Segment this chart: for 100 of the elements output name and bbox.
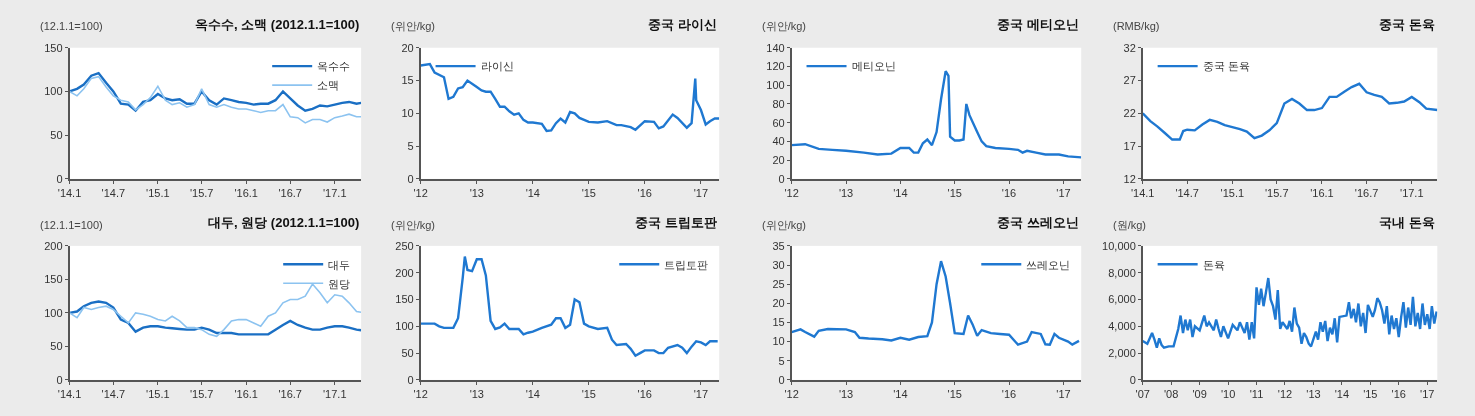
- x-tick-label: '15: [947, 186, 962, 199]
- line-series: [791, 260, 1081, 346]
- y-tick-label: 120: [766, 60, 785, 73]
- y-tick-label: 40: [772, 135, 785, 148]
- y-tick-label: 100: [44, 85, 63, 98]
- y-tick-label: 50: [50, 129, 63, 142]
- y-axis-title: (12.1.1=100): [40, 20, 103, 32]
- y-tick-label: 8,000: [1108, 266, 1136, 279]
- chart-title: 중국 라이신: [648, 17, 717, 32]
- x-tick-label: '14.1: [57, 186, 82, 199]
- x-tick-label: '15: [1363, 387, 1378, 400]
- y-tick-label: 10,000: [1102, 239, 1136, 252]
- x-tick-label: '12: [413, 186, 428, 199]
- x-tick-label: '16: [637, 186, 652, 199]
- chart-title: 중국 트립토판: [635, 215, 717, 230]
- legend-label: 원당: [328, 277, 351, 290]
- x-tick-label: '16: [637, 387, 652, 400]
- chart-title: 중국 돈육: [1379, 17, 1435, 32]
- y-tick-label: 100: [44, 306, 63, 319]
- x-tick-label: '15.1: [1220, 186, 1245, 199]
- x-tick-label: '14.7: [101, 186, 126, 199]
- y-tick-label: 200: [395, 266, 414, 279]
- x-tick-label: '17: [1420, 387, 1435, 400]
- legend-label: 옥수수: [317, 60, 351, 73]
- x-tick-label: '13: [838, 387, 854, 400]
- y-tick-label: 20: [772, 153, 785, 166]
- y-tick-label: 80: [772, 97, 785, 110]
- x-tick-label: '14: [1334, 387, 1350, 400]
- y-tick-label: 0: [1129, 373, 1136, 386]
- x-tick-label: '15.1: [146, 186, 170, 199]
- y-tick-label: 27: [1123, 74, 1136, 87]
- y-tick-label: 10: [401, 107, 414, 120]
- x-tick-label: '16.1: [234, 186, 258, 199]
- y-tick-label: 0: [56, 172, 63, 185]
- line-series: [420, 255, 719, 357]
- y-axis-title: (12.1.1=100): [40, 219, 103, 231]
- x-tick-label: '12: [413, 387, 428, 400]
- x-tick-label: '17.1: [1400, 186, 1424, 199]
- y-tick-label: 60: [772, 116, 785, 129]
- y-tick-label: 50: [50, 340, 63, 353]
- line-series: [69, 71, 362, 112]
- x-tick-label: '11: [1249, 387, 1264, 400]
- x-tick-label: '16: [1001, 387, 1017, 400]
- y-tick-label: 0: [778, 373, 785, 386]
- x-tick-label: '14.1: [1130, 186, 1155, 199]
- x-tick-label: '12: [784, 387, 799, 400]
- y-axis-title: (원/kg): [1113, 219, 1146, 231]
- x-tick-label: '15: [581, 186, 596, 199]
- x-tick-label: '13: [838, 186, 854, 199]
- y-tick-label: 4,000: [1108, 320, 1136, 333]
- y-axis-title: (위안/kg): [391, 20, 435, 32]
- x-tick-label: '14: [893, 186, 908, 199]
- y-tick-label: 0: [778, 172, 785, 185]
- y-tick-label: 32: [1123, 41, 1136, 54]
- x-tick-label: '17.1: [323, 387, 347, 400]
- y-tick-label: 20: [401, 41, 414, 54]
- line-series: [69, 300, 362, 336]
- y-axis-title: (위안/kg): [762, 20, 806, 32]
- chart-title: 대두, 원당 (2012.1.1=100): [208, 215, 360, 230]
- x-tick-label: '16.7: [1354, 186, 1379, 199]
- legend-label: 대두: [328, 258, 351, 271]
- y-tick-label: 15: [772, 316, 785, 329]
- line-series: [420, 62, 720, 133]
- x-tick-label: '10: [1220, 387, 1236, 400]
- chart-title: 국내 돈육: [1379, 215, 1435, 230]
- y-tick-label: 30: [772, 258, 785, 271]
- legend-label: 중국 돈육: [1202, 60, 1250, 73]
- x-tick-label: '16.7: [278, 186, 302, 199]
- line-series: [1142, 82, 1438, 141]
- y-tick-label: 250: [395, 239, 414, 252]
- x-tick-label: '15.7: [189, 186, 214, 199]
- y-tick-label: 0: [407, 373, 414, 386]
- x-tick-label: '16.1: [1310, 186, 1334, 199]
- x-tick-label: '17: [1056, 387, 1071, 400]
- x-tick-label: '09: [1192, 387, 1207, 400]
- legend-label: 라이신: [480, 60, 514, 73]
- y-axis-title: (위안/kg): [391, 219, 435, 231]
- y-tick-label: 140: [766, 41, 785, 54]
- y-tick-label: 200: [44, 239, 63, 252]
- x-tick-label: '16: [1391, 387, 1406, 400]
- line-series: [1142, 276, 1438, 349]
- legend-label: 소맥: [317, 79, 340, 92]
- y-tick-label: 150: [44, 41, 63, 54]
- x-tick-label: '15.7: [189, 387, 214, 400]
- chart-title: 중국 쓰레오닌: [997, 215, 1079, 230]
- x-tick-label: '15.1: [146, 387, 170, 400]
- y-tick-label: 5: [407, 139, 414, 152]
- x-tick-label: '17: [693, 186, 709, 199]
- y-tick-label: 25: [772, 278, 785, 291]
- legend-label: 쓰레오닌: [1026, 258, 1071, 271]
- y-axis-title: (RMB/kg): [1113, 20, 1160, 32]
- y-axis-title: (위안/kg): [762, 219, 806, 231]
- x-tick-label: '15: [947, 387, 962, 400]
- y-tick-label: 15: [401, 74, 414, 87]
- x-tick-label: '17.1: [323, 186, 347, 199]
- y-tick-label: 0: [56, 373, 63, 386]
- x-tick-label: '14.1: [57, 387, 82, 400]
- x-tick-label: '14.7: [101, 387, 126, 400]
- y-tick-label: 12: [1123, 172, 1136, 185]
- y-tick-label: 10: [772, 335, 785, 348]
